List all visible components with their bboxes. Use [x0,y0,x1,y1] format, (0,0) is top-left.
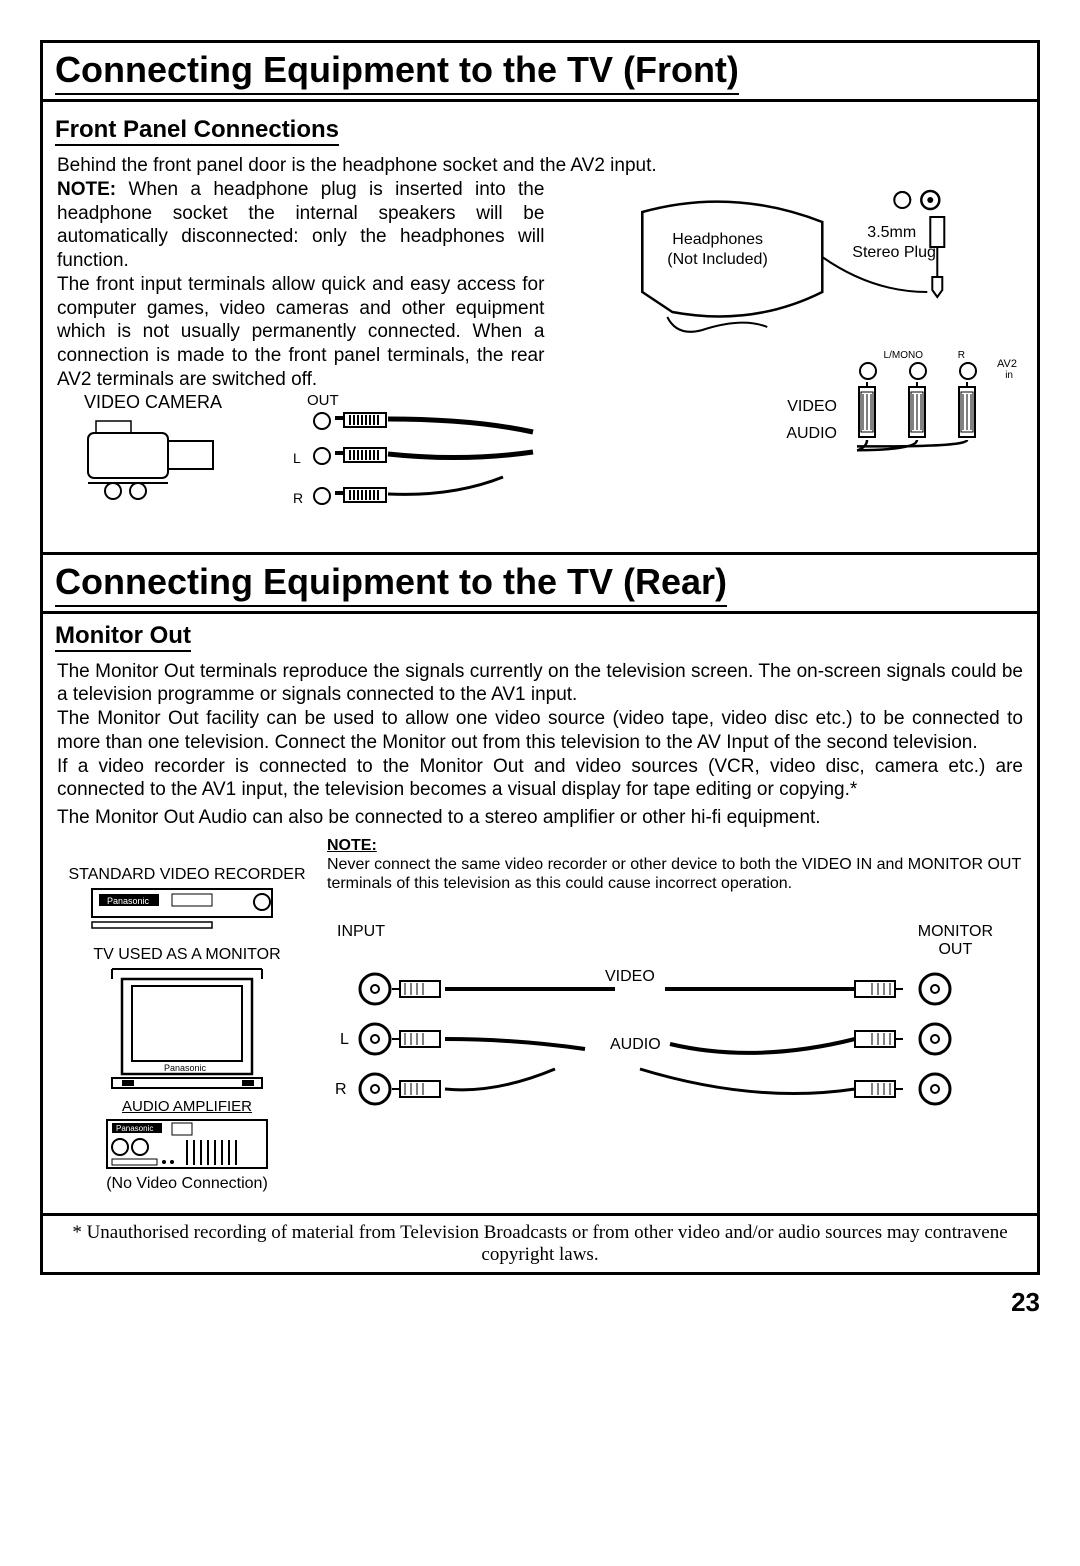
out-label: OUT [938,941,972,958]
note-label: NOTE: [327,837,377,854]
jack-icon [959,362,977,380]
no-video-label: (No Video Connection) [57,1175,317,1193]
r-label: R [293,490,303,506]
out-label: OUT [307,392,339,409]
jacks-grid: L R [327,959,1023,1129]
section2-subtitle: Monitor Out [55,622,191,652]
r-label: R [958,350,965,361]
rca-plugs-icon [857,382,987,457]
s2-para4: The Monitor Out Audio can also be connec… [43,806,1037,830]
lmono-label: L/MONO [884,350,923,361]
plug-icon [343,412,387,428]
s2-para2: The Monitor Out facility can be used to … [43,707,1037,755]
page-number: 23 [40,1287,1040,1318]
headphone-diagram: Headphones (Not Included) 3.5mm Stereo P… [558,182,1027,342]
monitor-label: MONITOR [918,923,993,940]
manual-page: Connecting Equipment to the TV (Front) F… [40,40,1040,1275]
section1-subtitle: Front Panel Connections [55,116,339,146]
svg-text:AUDIO: AUDIO [610,1036,661,1053]
s2-para1: The Monitor Out terminals reproduce the … [43,660,1037,708]
svg-text:L: L [340,1031,349,1048]
footnote: * Unauthorised recording of material fro… [43,1213,1037,1272]
video-label: VIDEO [787,398,837,416]
svg-text:VIDEO: VIDEO [605,968,655,985]
tv-monitor-label: TV USED AS A MONITOR [57,946,317,964]
jack-icon [859,362,877,380]
section1-note-para: NOTE: When a headphone plug is inserted … [43,178,558,273]
section1-intro: Behind the front panel door is the headp… [43,154,1037,178]
std-vcr-label: STANDARD VIDEO RECORDER [57,866,317,884]
vcr-icon: Panasonic [87,884,287,934]
input-label: INPUT [337,923,385,959]
note-text: When a headphone plug is inserted into t… [57,179,544,271]
av2-jack-diagram: L/MONO R AV2 in [558,350,1027,460]
svg-text:3.5mm: 3.5mm [868,224,917,241]
l-label: L [293,450,301,466]
video-camera-icon [78,413,228,503]
svg-text:Panasonic: Panasonic [116,1124,153,1133]
note-label: NOTE: [57,179,116,200]
audio-label: AUDIO [786,425,837,443]
plug-icon [343,447,387,463]
cable-swoop-icon [383,407,563,507]
amp-icon: Panasonic [102,1115,272,1175]
section2-title-box: Connecting Equipment to the TV (Rear) [43,552,1037,614]
audio-amp-label: AUDIO AMPLIFIER [57,1098,317,1115]
section1-para2: The front input terminals allow quick an… [43,273,558,392]
jack-icon [313,447,331,465]
section1-title: Connecting Equipment to the TV (Front) [55,49,739,95]
svg-text:(Not Included): (Not Included) [668,251,769,268]
jack-icon [313,412,331,430]
s2-note: NOTE: Never connect the same video recor… [327,836,1023,894]
jack-icon [313,487,331,505]
section2-body: Monitor Out The Monitor Out terminals re… [43,614,1037,1213]
s2-para3: If a video recorder is connected to the … [43,755,1037,803]
section2-title: Connecting Equipment to the TV (Rear) [55,561,727,607]
svg-text:Panasonic: Panasonic [107,896,150,906]
note-text: Never connect the same video recorder or… [327,856,1021,892]
svg-text:Stereo Plug: Stereo Plug [853,244,937,261]
plug-icon [343,487,387,503]
camera-diagram: VIDEO CAMERA OUT [43,392,558,542]
av2-label: AV2 [997,358,1017,370]
tv-icon: Panasonic [102,964,272,1094]
video-camera-label: VIDEO CAMERA [43,392,263,413]
svg-text:Panasonic: Panasonic [164,1063,207,1073]
svg-text:Headphones: Headphones [673,231,764,248]
section1-body: Front Panel Connections Behind the front… [43,102,1037,552]
svg-text:R: R [335,1081,347,1098]
rear-diagram: STANDARD VIDEO RECORDER Panasonic TV USE… [43,830,1037,1203]
in-label: in [1005,370,1013,381]
jack-icon [909,362,927,380]
section1-title-box: Connecting Equipment to the TV (Front) [43,43,1037,102]
